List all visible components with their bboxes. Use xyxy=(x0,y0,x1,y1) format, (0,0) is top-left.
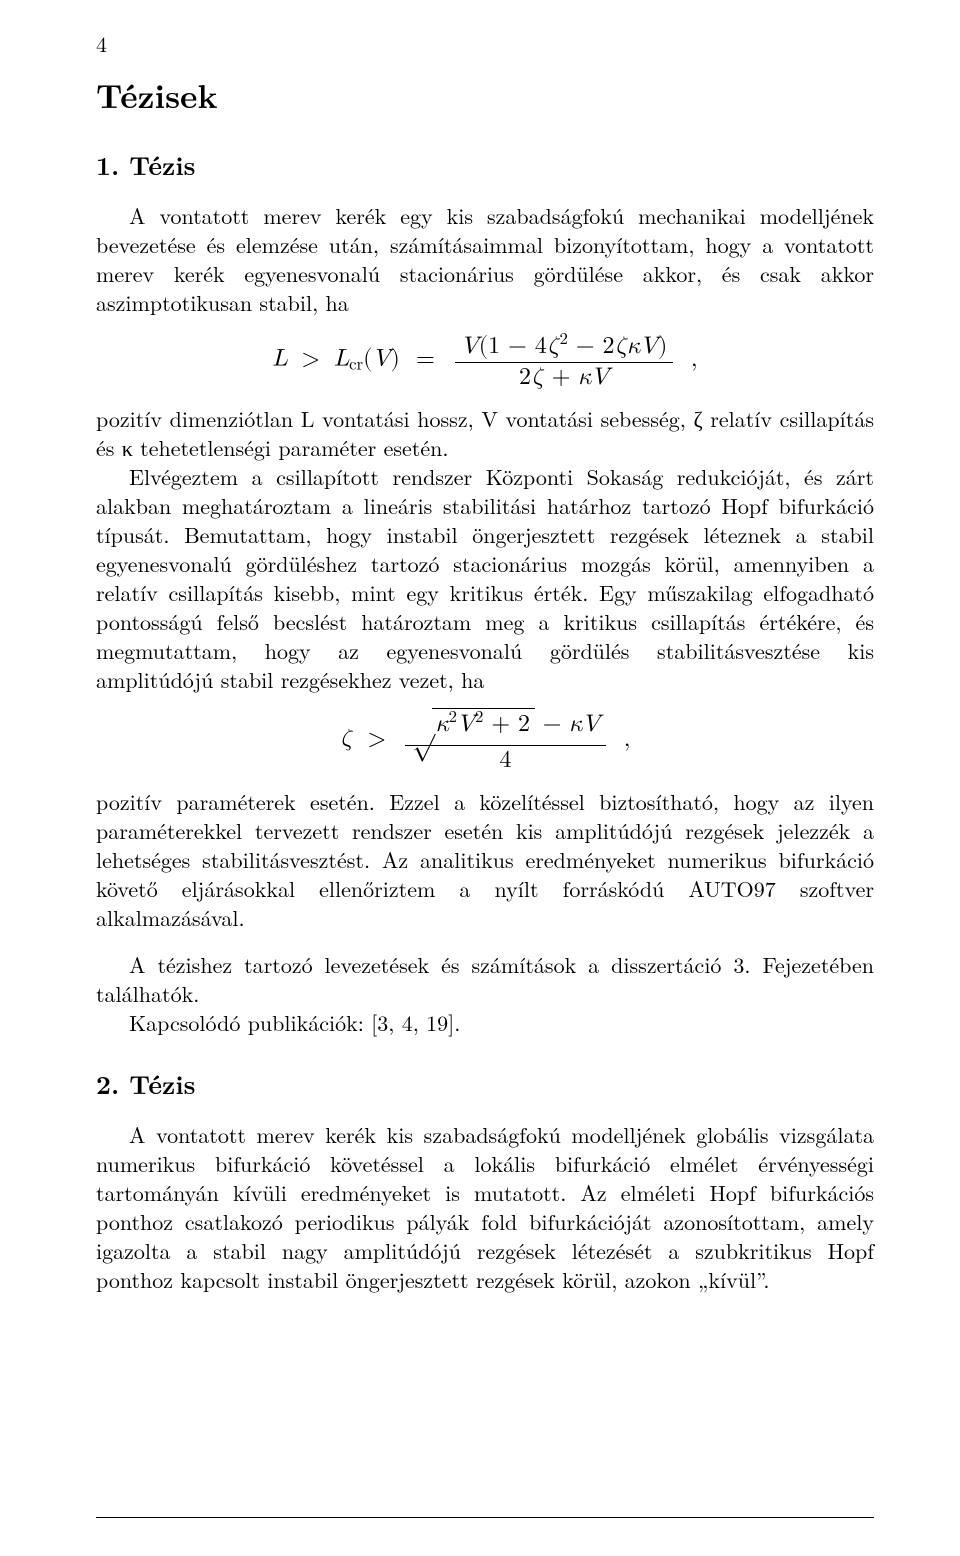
sym-Lcr: L xyxy=(334,347,349,371)
formula1-den: 2ζ + κV xyxy=(455,363,674,390)
sym-gt: > xyxy=(301,347,320,371)
rad-kappa: κ xyxy=(436,712,449,736)
thesis2-heading: 2. Tézis xyxy=(96,1065,874,1102)
formula2-math: ζ > √κ2V2 + 2 − κV 4 , xyxy=(340,708,631,773)
rad-kappa-sup: 2 xyxy=(449,709,457,726)
num-zkv: ζκV xyxy=(615,334,658,358)
page: 4 Tézisek 1. Tézis A vontatott merev ker… xyxy=(0,0,960,1556)
rad-V: V xyxy=(457,712,475,736)
den-zeta: ζ xyxy=(531,365,544,389)
sym-eq: = xyxy=(416,347,435,371)
f2-gt: > xyxy=(368,727,387,751)
f2-kv: κV xyxy=(569,712,600,736)
formula1-num: V(1 − 4ζ2 − 2ζκV) xyxy=(455,331,674,362)
formula2-comma: , xyxy=(624,727,631,751)
rad-plus2: + 2 xyxy=(483,712,530,736)
thesis1-para5: Kapcsolódó publikációk: [3, 4, 19]. xyxy=(96,1008,874,1037)
sym-cr: cr xyxy=(349,357,363,374)
thesis1-para4: A tézishez tartozó levezetések és számít… xyxy=(96,950,874,1008)
den-plus: + xyxy=(544,365,579,389)
num-V: V xyxy=(461,334,479,358)
num-zeta: ζ xyxy=(547,334,560,358)
formula1-math: L > Lcr(V) = V(1 − 4ζ2 − 2ζκV) 2ζ + κV , xyxy=(272,331,697,390)
thesis1-heading: 1. Tézis xyxy=(96,146,874,183)
formula2-num: √κ2V2 + 2 − κV xyxy=(405,708,606,746)
page-title: Tézisek xyxy=(96,71,874,118)
f2-minus: − xyxy=(535,712,570,736)
f2-zeta: ζ xyxy=(340,727,353,751)
page-number: 4 xyxy=(96,28,874,59)
formula2-frac: √κ2V2 + 2 − κV 4 xyxy=(405,708,606,773)
num-b: (1 − 4 xyxy=(479,334,547,358)
num-zeta-sup: 2 xyxy=(559,331,567,348)
num-d: − 2 xyxy=(568,334,615,358)
num-f: ) xyxy=(658,334,667,358)
formula1-comma: , xyxy=(691,347,698,371)
formula1-frac: V(1 − 4ζ2 − 2ζκV) 2ζ + κV xyxy=(455,331,674,390)
thesis2-para1: A vontatott merev kerék kis szabadságfok… xyxy=(96,1120,874,1294)
sym-V1: V xyxy=(372,347,390,371)
den-kv: κV xyxy=(578,365,609,389)
thesis1-para2: Elvégeztem a csillapított rendszer Közpo… xyxy=(96,462,874,694)
thesis1-para3: pozitív paraméterek esetén. Ezzel a köze… xyxy=(96,787,874,932)
thesis1-formula2: ζ > √κ2V2 + 2 − κV 4 , xyxy=(96,708,874,773)
den-2: 2 xyxy=(519,365,531,389)
sym-rp: ) xyxy=(390,347,399,371)
thesis1-para1a: A vontatott merev kerék egy kis szabadsá… xyxy=(96,201,874,317)
bottom-rule xyxy=(96,1517,874,1518)
formula2-den: 4 xyxy=(405,746,606,773)
thesis1-formula1: L > Lcr(V) = V(1 − 4ζ2 − 2ζκV) 2ζ + κV , xyxy=(96,331,874,390)
formula2-sqrt: √κ2V2 + 2 xyxy=(411,708,535,743)
thesis1-para1b: pozitív dimenziótlan L vontatási hossz, … xyxy=(96,404,874,462)
sqrt-radicand: κ2V2 + 2 xyxy=(432,708,535,736)
sym-L: L xyxy=(272,347,287,371)
